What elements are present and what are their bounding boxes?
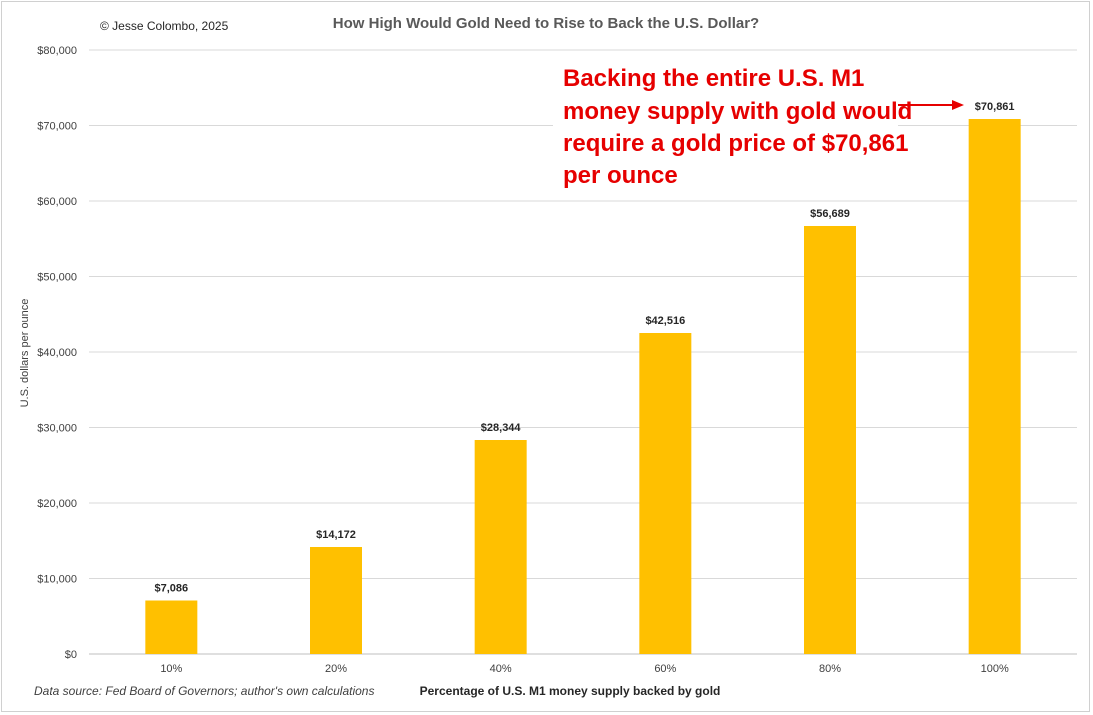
bar-40pct xyxy=(474,440,527,654)
x-tick-label: 10% xyxy=(160,663,182,675)
y-tick-label: $10,000 xyxy=(37,574,77,586)
bar-20pct xyxy=(310,547,362,654)
y-tick-label: $20,000 xyxy=(37,498,77,510)
y-axis-label: U.S. dollars per ounce xyxy=(19,299,31,408)
x-axis-label: Percentage of U.S. M1 money supply backe… xyxy=(420,684,721,698)
x-tick-label: 80% xyxy=(819,663,841,675)
annotation-line-2: money supply with gold would xyxy=(563,98,912,125)
annotation-background xyxy=(553,62,898,190)
x-tick-label: 40% xyxy=(490,663,512,675)
bar-10pct xyxy=(145,600,198,654)
data-label: $7,086 xyxy=(155,583,189,595)
chart-title: How High Would Gold Need to Rise to Back… xyxy=(333,15,759,32)
annotation-arrowhead-icon xyxy=(952,100,964,110)
annotation-line-3: require a gold price of $70,861 xyxy=(563,130,908,157)
data-label: $70,861 xyxy=(975,101,1015,113)
x-tick-label: 20% xyxy=(325,663,347,675)
data-label: $42,516 xyxy=(645,315,685,327)
data-label: $56,689 xyxy=(810,208,850,220)
y-tick-label: $40,000 xyxy=(37,347,77,359)
y-tick-label: $80,000 xyxy=(37,45,77,57)
data-source-note: Data source: Fed Board of Governors; aut… xyxy=(34,684,374,698)
annotation-line-1: Backing the entire U.S. M1 xyxy=(563,65,864,92)
x-tick-label: 60% xyxy=(654,663,676,675)
copyright-notice: © Jesse Colombo, 2025 xyxy=(100,19,229,33)
data-label: $14,172 xyxy=(316,529,356,541)
y-tick-label: $30,000 xyxy=(37,423,77,435)
bar-80pct xyxy=(804,225,856,654)
bar-60pct xyxy=(639,333,692,654)
y-tick-label: $60,000 xyxy=(37,196,77,208)
y-tick-label: $50,000 xyxy=(37,272,77,284)
bar-100pct xyxy=(968,118,1021,654)
y-tick-label: $70,000 xyxy=(37,121,77,133)
x-tick-label: 100% xyxy=(981,663,1009,675)
annotation-line-4: per ounce xyxy=(563,162,678,189)
annotation-callout: Backing the entire U.S. M1 money supply … xyxy=(553,62,964,190)
data-label: $28,344 xyxy=(481,422,522,434)
y-tick-label: $0 xyxy=(65,649,77,661)
